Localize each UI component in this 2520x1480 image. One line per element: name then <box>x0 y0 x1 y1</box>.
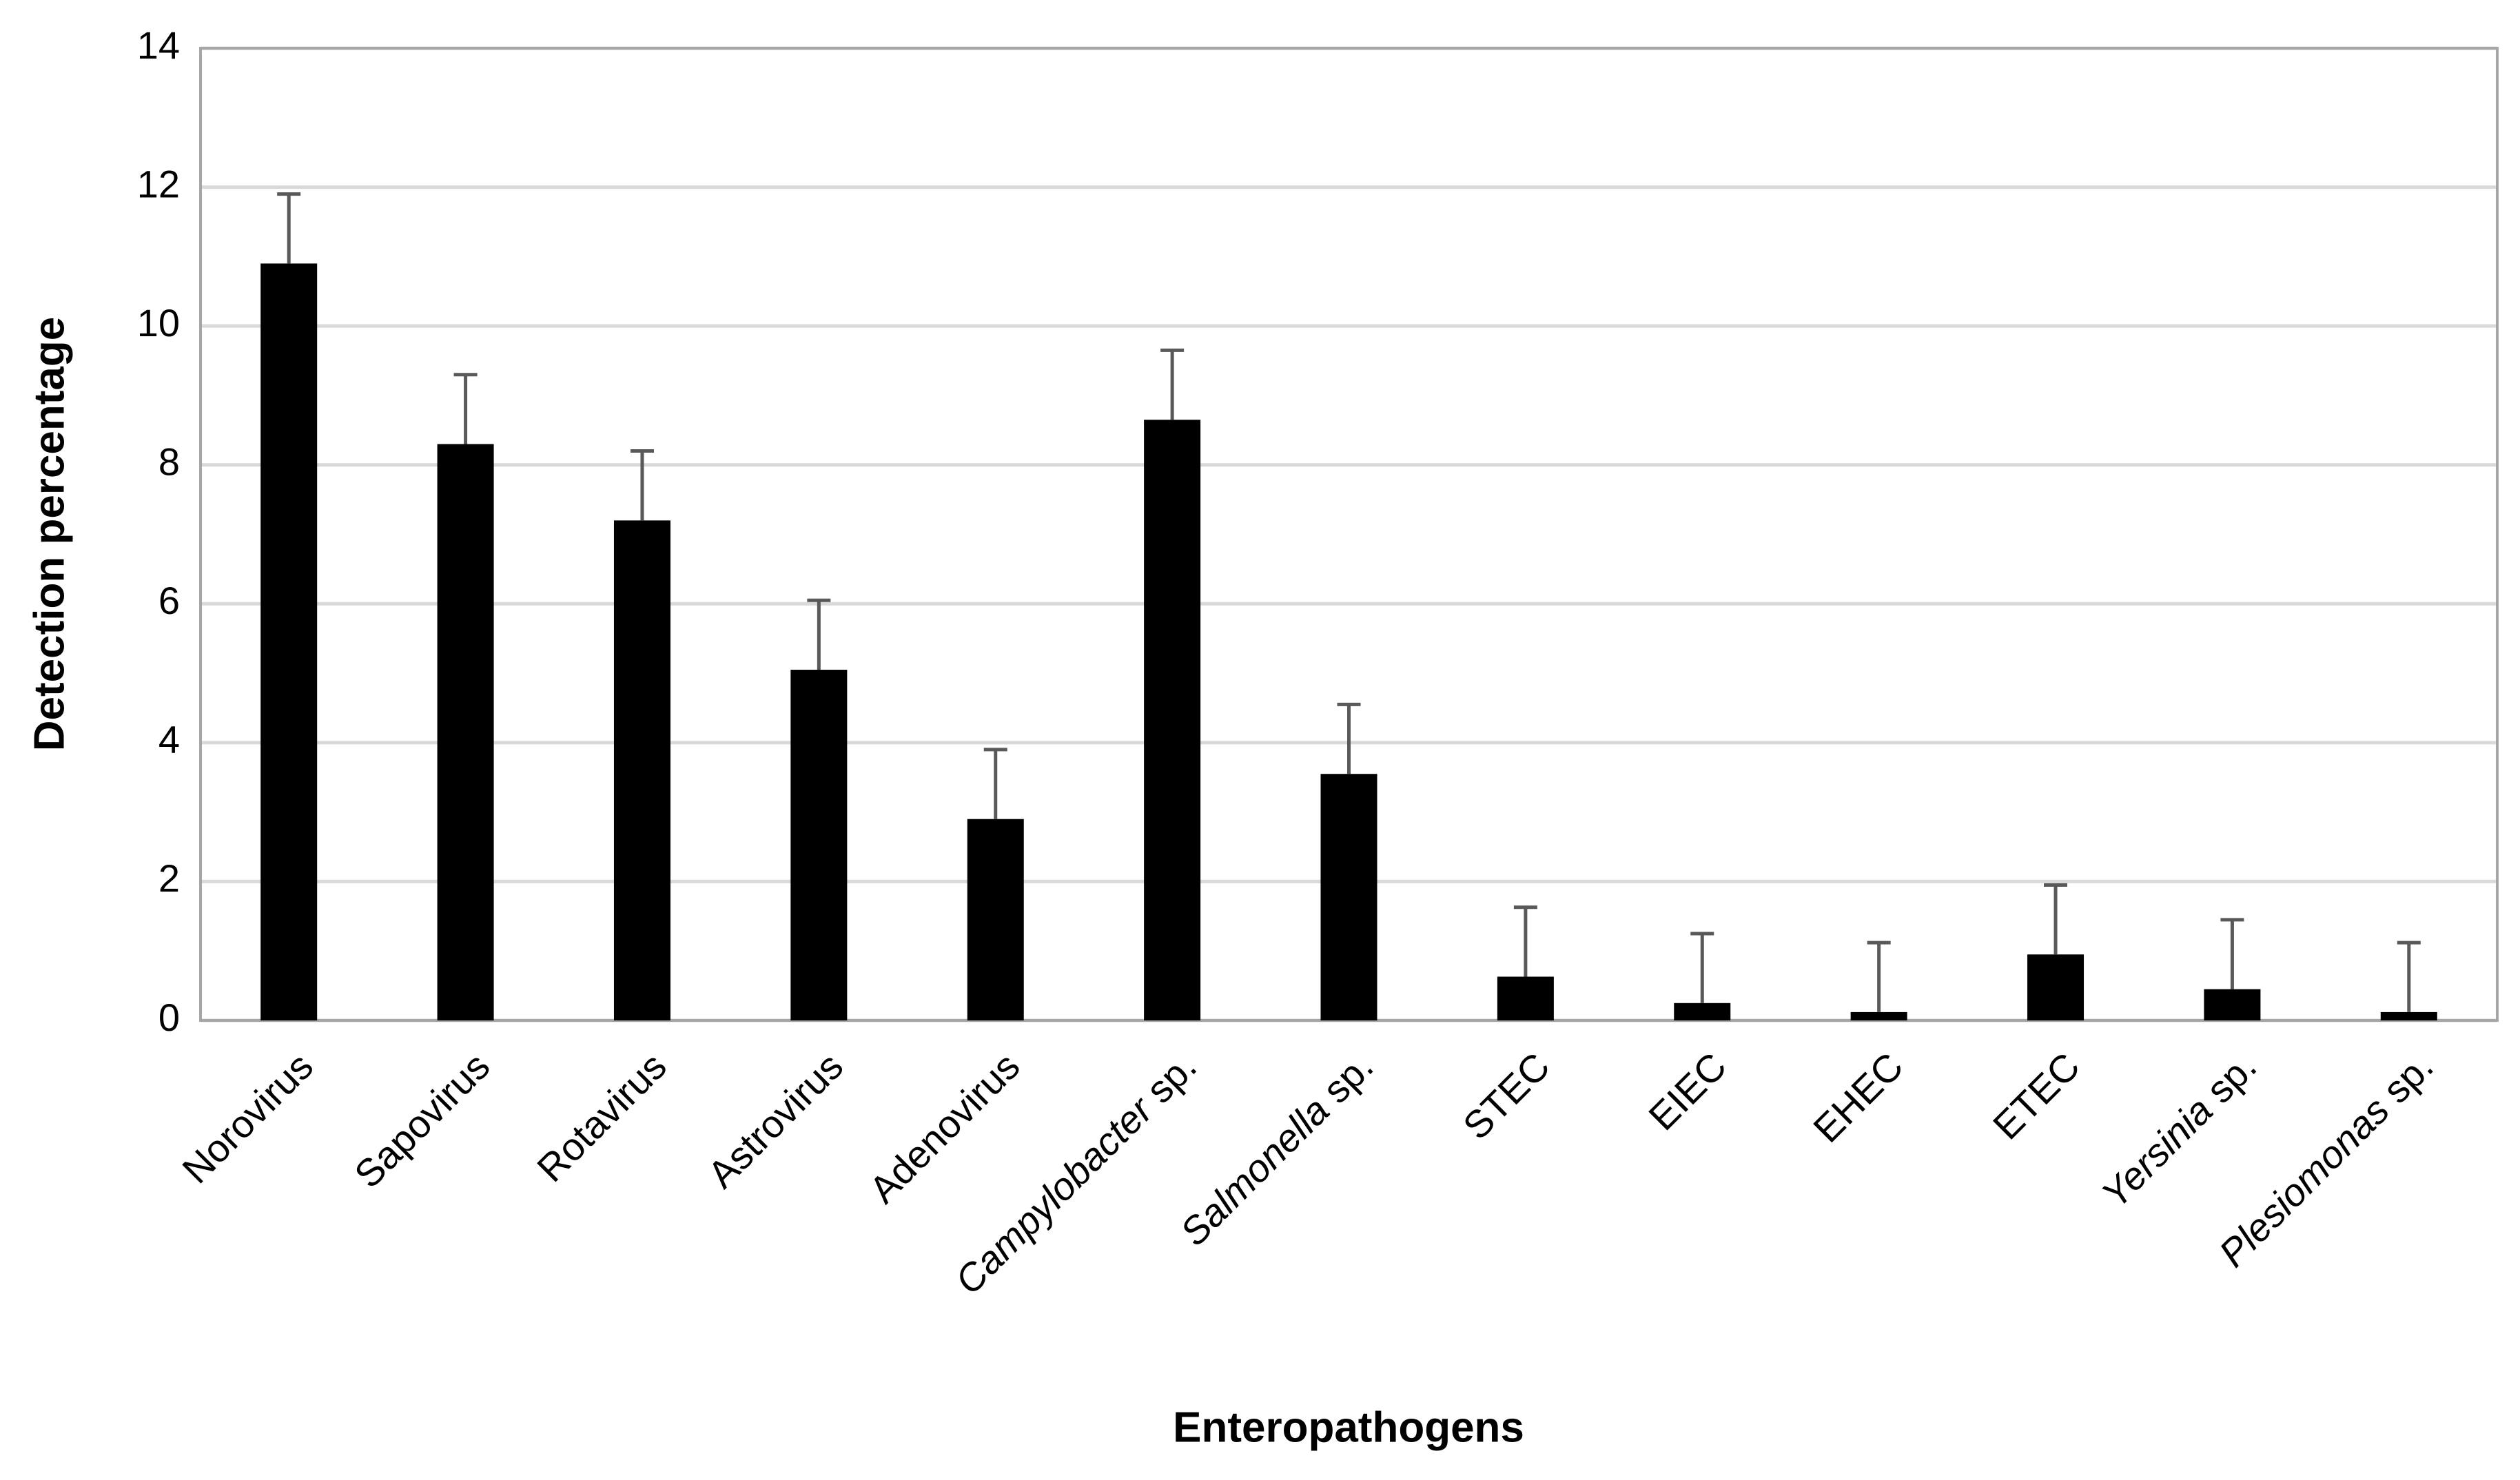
x-axis-title: Enteropathogens <box>1173 1404 1524 1451</box>
y-axis-title: Detection percentage <box>25 317 73 752</box>
y-tick-label: 0 <box>158 996 180 1039</box>
y-tick-label: 8 <box>158 440 180 484</box>
bar <box>1497 976 1554 1020</box>
bar <box>1320 774 1377 1020</box>
bar <box>2204 989 2261 1020</box>
bar <box>967 819 1024 1020</box>
y-tick-label: 4 <box>158 718 180 761</box>
bar <box>1144 420 1201 1020</box>
bar <box>2027 954 2084 1020</box>
bar <box>260 263 318 1021</box>
y-tick-label: 14 <box>137 23 180 67</box>
bar <box>437 444 494 1020</box>
bar <box>790 670 848 1020</box>
y-tick-label: 6 <box>158 579 180 622</box>
bar <box>1674 1003 1731 1020</box>
y-tick-label: 2 <box>158 856 180 900</box>
y-tick-label: 10 <box>137 301 180 345</box>
y-tick-label: 12 <box>137 162 180 205</box>
bar <box>2380 1011 2437 1020</box>
bar <box>1850 1011 1907 1020</box>
bar <box>613 520 670 1020</box>
